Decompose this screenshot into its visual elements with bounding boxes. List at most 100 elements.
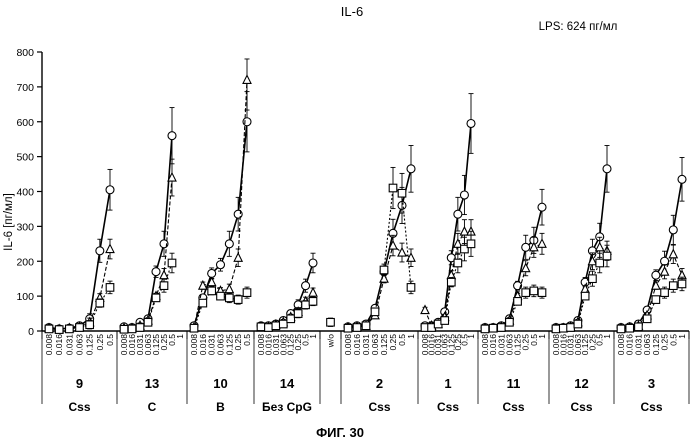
data-point-triangle [452,238,463,248]
data-point-circle [95,246,105,256]
dose-tick-label: 0.063 [573,334,583,356]
dose-tick-label: 0.008 [256,334,266,356]
data-point-square [159,281,169,291]
data-point-square [361,321,371,331]
data-point-triangle [159,269,169,280]
data-point-square [242,288,252,297]
data-point-square [167,258,177,268]
data-point-circle [301,281,311,291]
data-point-triangle [537,238,547,248]
data-point-square [198,298,208,308]
data-point-square [256,322,266,332]
data-point-triangle [197,279,208,290]
dose-tick-label: 0.031 [135,334,145,356]
group-number-label: 3 [648,376,655,391]
dose-tick-label: 0.031 [566,334,576,356]
group-condition-label: C [148,400,157,414]
y-tick-label: 500 [16,152,34,164]
dose-tick-label: 0.063 [440,334,450,356]
data-point-square [286,314,296,324]
data-point-square [558,323,568,333]
data-point-square [105,283,115,292]
dose-tick-label: 1 [466,334,476,339]
data-point-triangle [580,283,591,294]
data-point-square [301,300,310,310]
data-point-square [496,323,506,332]
group-number-label: 13 [145,376,159,391]
dose-tick-label: 0.5 [397,334,407,346]
data-point-triangle [587,255,598,266]
data-point-square [216,291,225,301]
data-point-square [505,317,514,327]
dose-tick-label: 0.25 [521,334,531,351]
data-point-circle [602,164,612,174]
data-point-square [271,321,281,331]
data-point-circle [453,209,463,219]
data-point-square [480,324,490,334]
data-point-circle [459,190,469,200]
dose-tick-label: 0.008 [119,334,129,356]
dose-tick-label: 0.125 [151,334,161,356]
group-number-label: 9 [76,376,83,391]
data-point-triangle [659,265,670,276]
dose-tick-label: 0.25 [388,334,398,351]
data-point-square [460,244,469,254]
data-point-square [651,295,661,304]
dose-tick-label: 0.25 [660,334,670,351]
data-point-triangle [520,262,531,273]
dose-tick-label: 1 [175,334,185,339]
dose-tick-label: 0.063 [504,334,514,356]
dose-tick-label: 0.5 [242,334,252,346]
y-tick-label: 300 [16,221,34,233]
data-point-circle [224,239,234,249]
series-line-triangle [124,177,173,329]
dose-tick-label: 0.016 [263,334,273,356]
data-point-square [446,277,456,287]
data-point-square [668,281,678,291]
dose-tick-label: 0.016 [198,334,208,356]
dose-tick-label: 0.125 [446,334,456,356]
y-axis-label: IL-6 [пг/мл] [3,193,15,251]
group-condition-label: Css [68,400,90,414]
group-condition-label: Css [570,400,592,414]
data-point-triangle [459,225,470,236]
data-point-square [521,288,531,297]
data-point-square [207,286,217,296]
dose-tick-label: 0.125 [513,334,523,356]
data-point-circle [105,185,115,195]
data-point-square [406,283,416,292]
data-point-square [573,319,583,329]
data-point-square [660,288,669,297]
data-point-circle [537,202,547,212]
data-point-square [566,323,575,332]
dose-tick-label: 0.031 [361,334,371,356]
data-point-square [466,239,476,249]
data-point-triangle [406,252,416,262]
group-number-label: 14 [280,376,295,391]
data-point-triangle [650,279,661,290]
data-point-triangle [167,171,177,182]
data-point-square [370,307,380,317]
series-line-triangle [347,244,412,329]
data-point-square [488,323,498,333]
dose-tick-label: 0.5 [105,334,115,346]
group-number-label: 12 [574,376,588,391]
dose-tick-label: 0.063 [642,334,652,356]
data-point-square [529,286,539,296]
dose-tick-label: 0.031 [64,334,74,356]
dose-tick-label: 0.016 [127,334,137,356]
group-condition-label: Css [437,400,459,414]
data-point-square [588,274,597,284]
data-point-square [343,323,353,333]
data-point-square [602,251,612,261]
data-point-square [379,265,389,275]
series-line-triangle [48,248,111,330]
dose-tick-label: 0.008 [480,334,490,356]
dose-tick-label: 0.25 [95,334,105,351]
data-point-square [151,293,161,303]
